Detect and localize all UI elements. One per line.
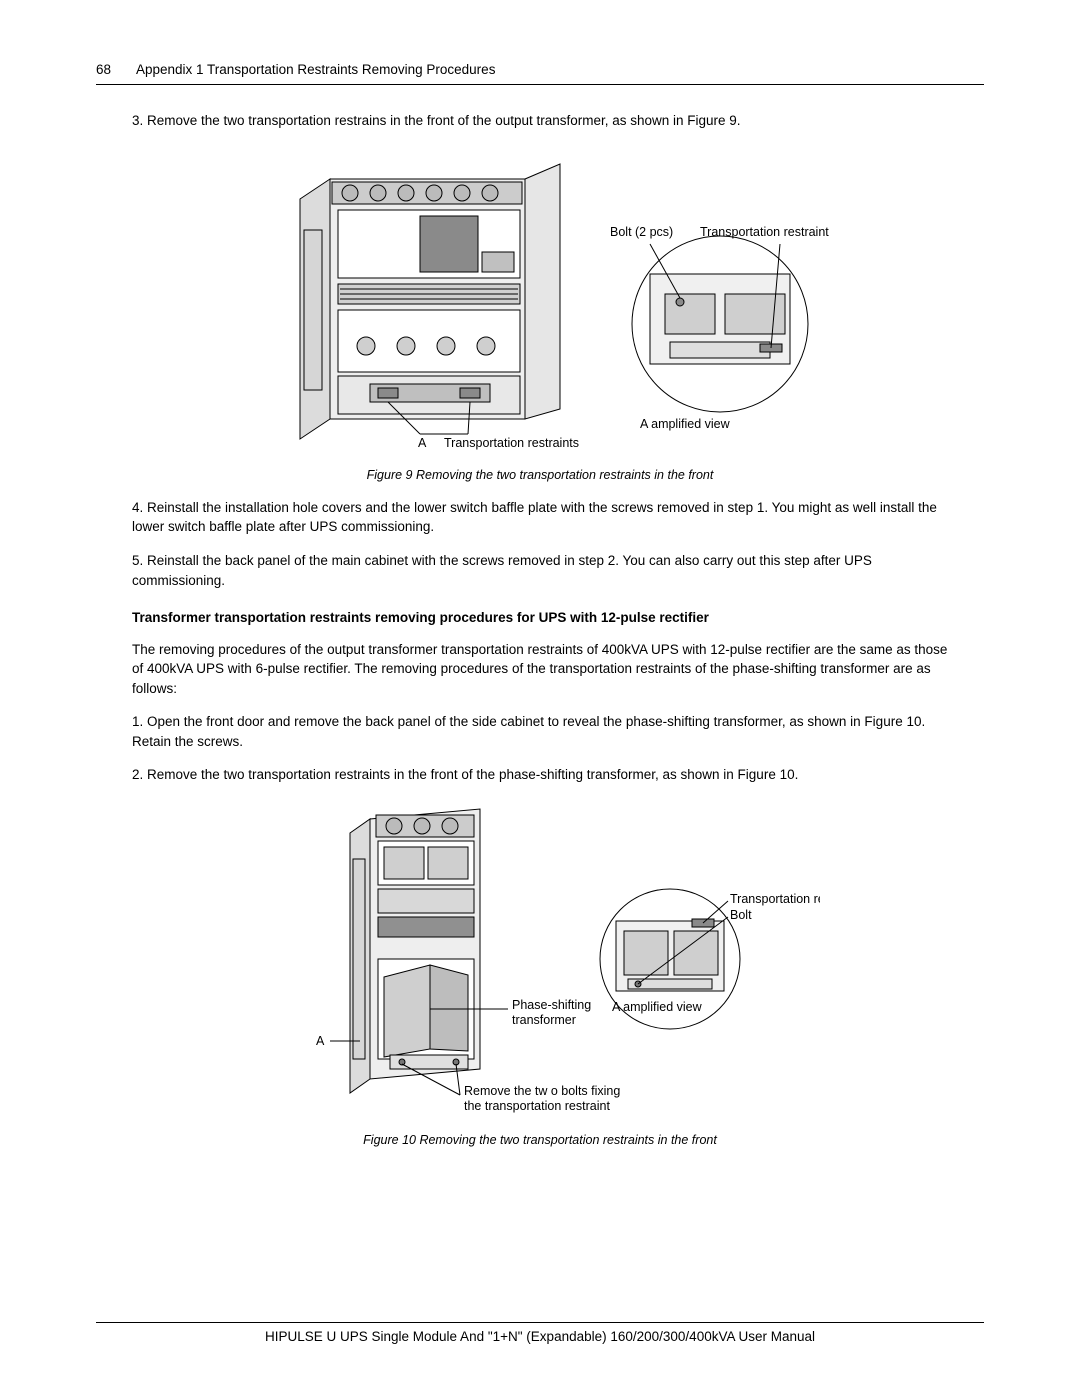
page-number: 68 <box>96 60 136 80</box>
step-5-text: 5. Reinstall the back panel of the main … <box>132 551 948 590</box>
fig10-label-a: A <box>316 1034 325 1048</box>
fig9-label-restraints: Transportation restraints <box>444 436 579 450</box>
intro-12pulse: The removing procedures of the output tr… <box>132 640 948 699</box>
fig9-label-a: A <box>418 436 427 450</box>
fig9-label-restraint-top: Transportation restraint <box>700 225 829 239</box>
figure-9: A Transportation restraints Bolt (2 pcs)… <box>96 144 984 460</box>
figure-9-caption: Figure 9 Removing the two transportation… <box>96 466 984 484</box>
figure-10-svg: A Phase-shifting transformer Remove the … <box>260 799 820 1119</box>
fig10-label-phase: Phase-shifting <box>512 998 591 1012</box>
step-2-12pulse: 2. Remove the two transportation restrai… <box>132 765 948 785</box>
page-footer: HIPULSE U UPS Single Module And "1+N" (E… <box>96 1322 984 1347</box>
fig10-label-bolt: Bolt <box>730 908 752 922</box>
step-4-text: 4. Reinstall the installation hole cover… <box>132 498 948 537</box>
step-3-text: 3. Remove the two transportation restrai… <box>132 111 948 131</box>
page-header: 68 Appendix 1 Transportation Restraints … <box>96 60 984 85</box>
fig10-label-remove2: the transportation restraint <box>464 1099 610 1113</box>
figure-10-caption: Figure 10 Removing the two transportatio… <box>96 1131 984 1149</box>
fig9-label-bolt: Bolt (2 pcs) <box>610 225 673 239</box>
figure-9-svg: A Transportation restraints Bolt (2 pcs)… <box>220 144 860 454</box>
section-heading-12pulse: Transformer transportation restraints re… <box>132 608 948 628</box>
fig10-label-transformer: transformer <box>512 1013 576 1027</box>
appendix-title: Appendix 1 Transportation Restraints Rem… <box>136 60 984 80</box>
fig9-label-amplified: A amplified view <box>640 417 731 431</box>
fig10-label-remove1: Remove the tw o bolts fixing <box>464 1084 620 1098</box>
fig10-label-amplified: A amplified view <box>612 1000 703 1014</box>
figure-10: A Phase-shifting transformer Remove the … <box>96 799 984 1125</box>
fig10-label-restraint: Transportation restraint <box>730 892 820 906</box>
step-1-12pulse: 1. Open the front door and remove the ba… <box>132 712 948 751</box>
